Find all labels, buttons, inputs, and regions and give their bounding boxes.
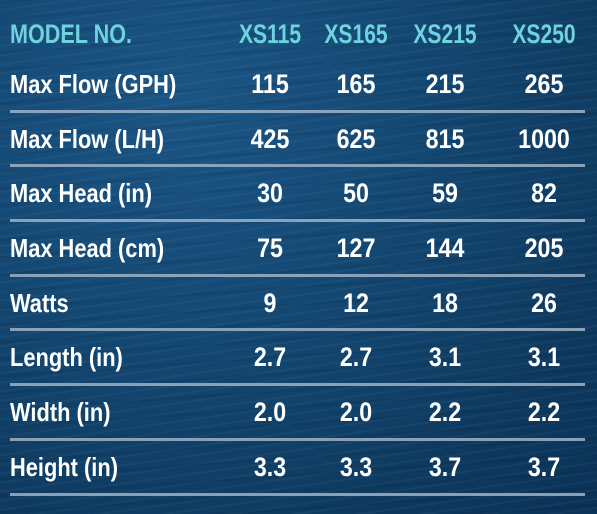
row-divider	[10, 438, 585, 441]
table-row-width-in: Width (in) 2.0 2.0 2.2 2.2	[0, 385, 597, 439]
row-value: 2.0	[339, 396, 373, 427]
row-value: 3.7	[428, 451, 462, 482]
row-value: 82	[531, 177, 557, 208]
table-row-max-head-cm: Max Head (cm) 75 127 144 205	[0, 221, 597, 275]
row-value: 115	[251, 68, 289, 99]
row-divider	[10, 110, 585, 113]
table-row-max-flow-lh: Max Flow (L/H) 425 625 815 1000	[0, 112, 597, 166]
row-label: Max Flow (GPH)	[10, 68, 177, 99]
row-label: Max Flow (L/H)	[10, 123, 165, 154]
row-value: 9	[263, 287, 277, 318]
row-value: 2.7	[253, 341, 287, 372]
row-value: 26	[531, 287, 557, 318]
row-value: 1000	[518, 123, 570, 154]
row-value: 2.2	[428, 396, 462, 427]
table-row-height-in: Height (in) 3.3 3.3 3.7 3.7	[0, 440, 597, 494]
row-value: 2.2	[527, 396, 561, 427]
row-divider	[10, 219, 585, 222]
row-value: 3.3	[339, 451, 373, 482]
row-value: 30	[257, 177, 283, 208]
row-divider	[10, 383, 585, 386]
model-header-xs165: XS165	[324, 18, 388, 49]
row-value: 144	[425, 232, 465, 263]
row-value: 127	[336, 232, 376, 263]
row-value: 2.7	[339, 341, 373, 372]
row-value: 205	[524, 232, 564, 263]
table-row-watts: Watts 9 12 18 26	[0, 276, 597, 330]
row-value: 3.7	[527, 451, 561, 482]
model-header-xs115: XS115	[238, 18, 302, 49]
model-header-xs215: XS215	[413, 18, 477, 49]
row-value: 12	[343, 287, 369, 318]
row-value: 3.1	[428, 341, 462, 372]
row-label: Width (in)	[10, 396, 111, 427]
table-row-max-head-in: Max Head (in) 30 50 59 82	[0, 166, 597, 220]
table-row-max-flow-gph: Max Flow (GPH) 115 165 215 265	[0, 57, 597, 111]
row-label: Length (in)	[10, 341, 123, 372]
row-divider	[10, 328, 585, 331]
row-label: Max Head (in)	[10, 177, 152, 208]
row-value: 165	[336, 68, 376, 99]
table-header-row: MODEL NO. XS115 XS165 XS215 XS250	[0, 12, 597, 56]
table-row-length-in: Length (in) 2.7 2.7 3.1 3.1	[0, 330, 597, 384]
row-value: 3.3	[253, 451, 287, 482]
row-label: Watts	[10, 287, 69, 318]
row-value: 215	[425, 68, 465, 99]
row-divider	[10, 274, 585, 277]
row-value: 265	[524, 68, 564, 99]
row-value: 75	[257, 232, 283, 263]
model-no-header: MODEL NO.	[10, 18, 133, 49]
row-value: 50	[343, 177, 369, 208]
row-value: 425	[250, 123, 290, 154]
row-value: 59	[432, 177, 458, 208]
row-value: 2.0	[253, 396, 287, 427]
row-value: 815	[425, 123, 465, 154]
row-value: 18	[432, 287, 458, 318]
row-value: 3.1	[527, 341, 561, 372]
row-value: 625	[336, 123, 376, 154]
row-divider	[10, 164, 585, 167]
model-header-xs250: XS250	[512, 18, 576, 49]
row-label: Max Head (cm)	[10, 232, 165, 263]
row-label: Height (in)	[10, 451, 118, 482]
row-divider	[10, 493, 585, 496]
